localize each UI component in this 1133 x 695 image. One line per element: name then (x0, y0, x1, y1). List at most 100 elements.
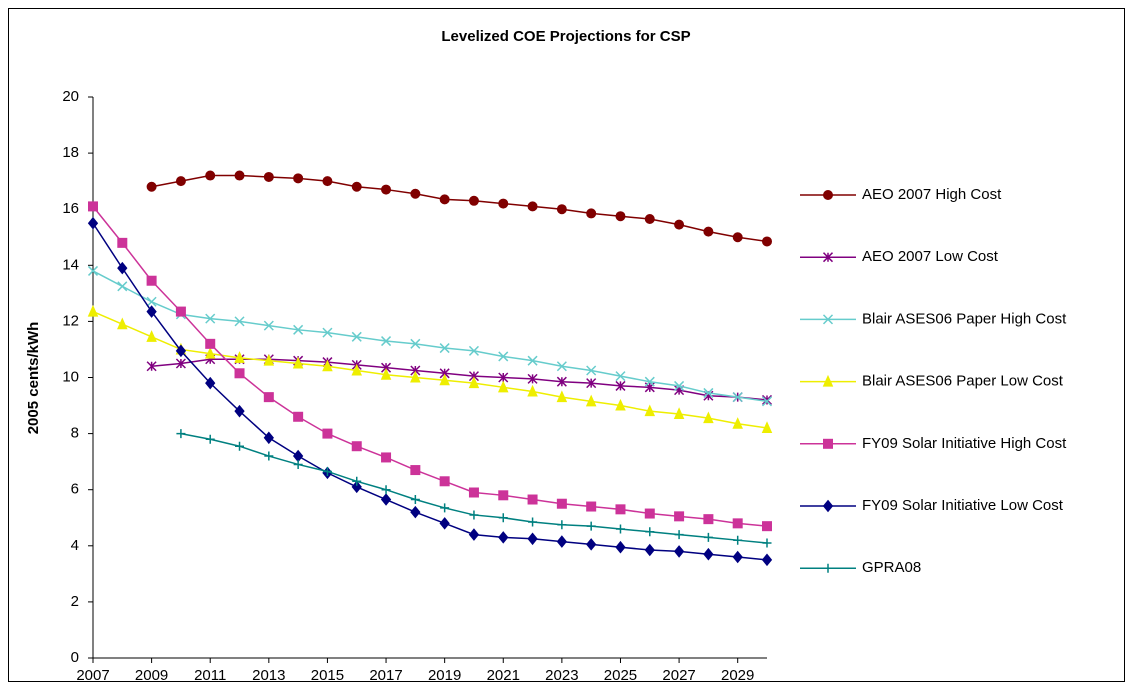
marker (586, 521, 596, 531)
x-tick-label: 2019 (428, 667, 461, 684)
marker (527, 532, 538, 546)
marker (644, 376, 655, 387)
marker (497, 380, 509, 393)
marker (556, 390, 568, 403)
marker (292, 356, 304, 369)
marker (293, 411, 304, 422)
marker (674, 219, 685, 230)
x-tick-label: 2029 (721, 667, 754, 684)
marker (586, 208, 597, 219)
marker (87, 304, 99, 317)
marker (556, 376, 567, 387)
legend-label: GPRA08 (862, 559, 921, 576)
marker (439, 194, 450, 205)
marker (644, 404, 656, 417)
marker (205, 313, 216, 324)
marker (234, 368, 245, 379)
marker (439, 373, 450, 386)
x-tick-label: 2013 (252, 667, 285, 684)
marker (644, 543, 655, 557)
marker (822, 499, 834, 513)
marker (410, 338, 421, 349)
legend-label: AEO 2007 High Cost (862, 186, 1002, 203)
marker (822, 314, 834, 325)
x-tick-label: 2021 (487, 667, 520, 684)
marker (527, 201, 538, 212)
marker (205, 338, 216, 349)
marker (556, 498, 567, 509)
marker (498, 372, 509, 383)
marker (410, 495, 420, 505)
marker (732, 417, 743, 429)
marker (823, 190, 833, 200)
marker (468, 376, 480, 389)
marker (586, 365, 597, 376)
marker (439, 517, 450, 530)
marker (674, 380, 685, 391)
marker (381, 485, 391, 495)
marker (381, 184, 392, 195)
marker (352, 476, 362, 486)
marker (498, 198, 509, 209)
marker (498, 531, 509, 544)
marker (88, 201, 98, 212)
marker (674, 511, 685, 522)
series-line (92, 270, 768, 403)
x-tick-label: 2009 (135, 667, 168, 684)
marker (381, 336, 392, 347)
marker (117, 317, 128, 330)
legend-label: Blair ASES06 Paper Low Cost (862, 373, 1064, 390)
x-tick-label: 2015 (311, 667, 344, 684)
marker (822, 252, 834, 263)
y-tick-label: 0 (71, 649, 79, 666)
marker (615, 371, 626, 382)
marker (235, 441, 245, 451)
marker (498, 490, 509, 501)
marker (586, 378, 597, 389)
y-tick-label: 10 (62, 368, 79, 385)
marker (263, 431, 274, 445)
marker (351, 363, 363, 376)
marker (673, 407, 685, 419)
marker (498, 351, 509, 362)
marker (263, 171, 274, 182)
x-tick-label: 2007 (76, 667, 109, 684)
legend-label: Blair ASES06 Paper High Cost (862, 310, 1067, 327)
marker (175, 176, 186, 187)
chart-frame (8, 8, 1125, 682)
x-tick-label: 2025 (604, 667, 637, 684)
marker (439, 476, 450, 487)
marker (762, 521, 772, 532)
y-tick-label: 6 (71, 481, 79, 498)
marker (732, 518, 743, 529)
marker (410, 188, 421, 199)
marker (176, 429, 186, 439)
marker (615, 398, 626, 411)
marker (175, 344, 187, 358)
marker (732, 392, 743, 403)
marker (823, 563, 833, 573)
marker (205, 170, 216, 181)
marker (322, 428, 333, 439)
marker (733, 535, 743, 545)
marker (117, 237, 128, 248)
marker (322, 359, 333, 372)
marker (761, 396, 773, 407)
y-tick-label: 16 (62, 200, 79, 217)
marker (762, 236, 772, 247)
marker (293, 459, 303, 469)
marker (469, 510, 479, 520)
marker (410, 465, 421, 476)
marker (823, 438, 833, 449)
marker (175, 306, 186, 317)
marker (468, 528, 480, 541)
marker (468, 487, 479, 498)
marker (146, 181, 157, 192)
marker (322, 466, 332, 476)
marker (380, 367, 392, 380)
marker (263, 392, 274, 403)
marker (263, 320, 274, 331)
chart-title: Levelized COE Projections for CSP (441, 28, 690, 45)
marker (146, 330, 157, 342)
marker (146, 275, 157, 286)
